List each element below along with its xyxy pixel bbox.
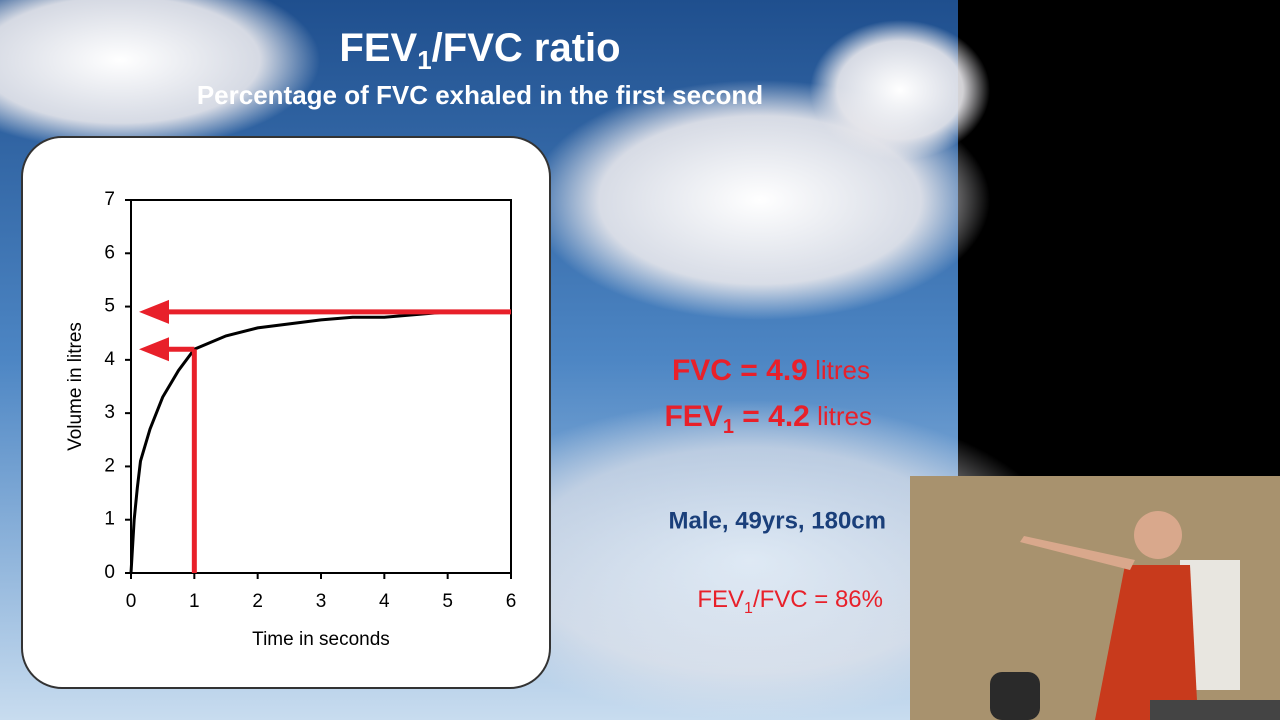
webcam-video [910,476,1280,720]
y-tick-label: 6 [104,242,115,263]
x-axis-label: Time in seconds [252,629,390,650]
ratio-label: /FVC = 86% [753,586,883,613]
desk [1150,700,1280,720]
x-tick-label: 6 [506,591,517,612]
title-text: /FVC ratio [432,26,621,70]
slide-subtitle: Percentage of FVC exhaled in the first s… [197,80,763,110]
fev1-value: 4.2 [768,400,810,433]
y-tick-label: 3 [104,402,115,423]
fvc-unit: litres [808,355,870,385]
fvc-value: 4.9 [766,354,808,387]
fev1-text: FEV1 = 4.2 litres [664,400,872,438]
chart-panel [21,136,551,689]
y-tick-label: 7 [104,189,115,210]
arrowhead [139,299,169,324]
ratio-text: FEV1/FVC = 86% [697,586,883,617]
cloud [810,20,990,160]
fev1-label: = [734,400,768,433]
x-tick-label: 4 [379,591,390,612]
arrowhead [139,337,169,362]
speaker-head [1134,511,1182,559]
y-axis-label: Volume in litres [65,322,86,451]
slide-title: FEV1/FVC ratio [339,26,620,75]
speaker-arm [1020,536,1135,570]
y-tick-label: 4 [104,349,115,370]
ratio-subscript: 1 [744,600,753,617]
title-text: FEV [339,26,417,70]
title-subscript: 1 [417,45,431,75]
x-tick-label: 1 [189,591,200,612]
fev1-subscript: 1 [723,416,734,438]
speaker-dress [1095,565,1198,720]
chair [990,672,1040,720]
curve [129,310,448,574]
x-tick-label: 3 [316,591,327,612]
fev1-label: FEV [664,400,722,433]
ratio-label: FEV [697,586,744,613]
x-tick-label: 0 [126,591,137,612]
x-tick-label: 2 [252,591,263,612]
y-tick-label: 1 [104,509,115,530]
cloud [0,0,320,150]
fvc-label: FVC = [672,354,766,387]
x-tick-label: 5 [442,591,453,612]
fvc-text: FVC = 4.9 litres [672,354,870,387]
y-tick-label: 5 [104,296,115,317]
fev1-unit: litres [810,401,872,431]
patient-info: Male, 49yrs, 180cm [669,507,887,534]
y-tick-label: 2 [104,455,115,476]
y-tick-label: 0 [104,562,115,583]
